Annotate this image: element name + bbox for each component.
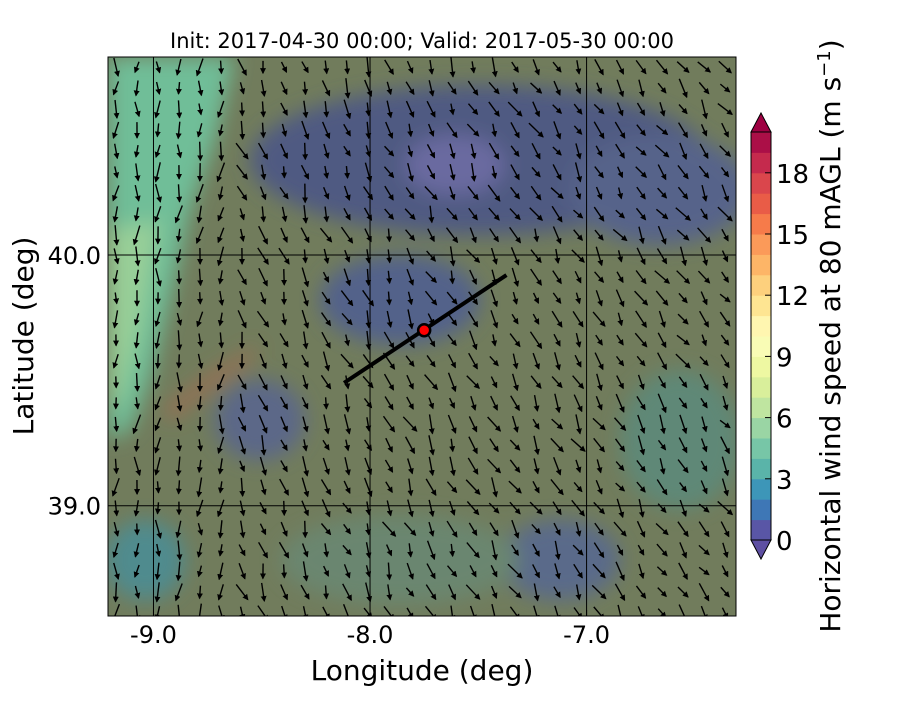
wind-vector-arrow <box>179 270 180 283</box>
wind-vector-arrow <box>116 582 117 601</box>
colorbar-level <box>751 132 771 153</box>
colorbar-tick-label: 6 <box>776 405 793 435</box>
wind-vector-arrow <box>179 354 180 367</box>
colorbar-tick-label: 12 <box>776 282 809 312</box>
colorbar-level <box>751 275 771 296</box>
wind-vector-arrow <box>326 397 327 408</box>
colorbar-level <box>751 152 771 173</box>
colorbar-level <box>751 458 771 479</box>
x-tick-label: -7.0 <box>563 621 610 649</box>
south-teal-region <box>280 515 520 605</box>
colorbar-tick-label: 9 <box>776 343 793 373</box>
colorbar-tick-label: 0 <box>776 527 793 557</box>
colorbar-label-exponent: −1 <box>814 50 835 77</box>
x-axis-label: Longitude (deg) <box>311 654 534 687</box>
colorbar-label-text: Horizontal wind speed at 80 mAGL (m s <box>814 77 847 633</box>
wind-vector-arrow <box>200 586 201 599</box>
y-tick-label: 40.0 <box>48 242 101 270</box>
wind-vector-arrow <box>200 292 201 304</box>
map-field <box>105 57 750 622</box>
colorbar-level <box>751 173 771 194</box>
wind-vector-arrow <box>284 166 285 177</box>
wind-vector-arrow <box>284 564 285 577</box>
colorbar-level <box>751 254 771 275</box>
x-tick-label: -9.0 <box>130 621 177 649</box>
colorbar-level <box>751 418 771 439</box>
site-marker <box>418 324 430 336</box>
wind-vector-arrow <box>200 142 201 161</box>
colorbar-level <box>751 234 771 255</box>
colorbar-under-arrow <box>751 540 771 559</box>
colorbar-tick-label: 15 <box>776 221 809 251</box>
colorbar-level <box>751 438 771 459</box>
colorbar-level <box>751 479 771 500</box>
wind-vector-arrow <box>158 354 159 368</box>
wind-vector-arrow <box>179 289 180 307</box>
colorbar-level <box>751 377 771 398</box>
central-low-wind-region <box>320 255 480 345</box>
colorbar: 0 3 6 9 12 15 18 Horizontal wind speed at 80 m… <box>751 39 847 632</box>
x-tick-label: -8.0 <box>347 621 394 649</box>
wind-vector-arrow <box>305 521 306 537</box>
colorbar-level <box>751 316 771 337</box>
y-axis-ticks: 39.0 40.0 <box>48 242 101 521</box>
chart-title: Init: 2017-04-30 00:00; Valid: 2017-05-3… <box>170 29 674 53</box>
wind-vector-arrow <box>179 480 180 493</box>
colorbar-tick-label: 3 <box>776 466 793 496</box>
colorbar-level <box>751 397 771 418</box>
colorbar-level <box>751 193 771 214</box>
south-west-low-region <box>215 380 305 460</box>
colorbar-tick-label: 18 <box>776 160 809 190</box>
colorbar-label: Horizontal wind speed at 80 mAGL (m s−1) <box>814 39 848 632</box>
wind-vector-arrow <box>242 103 243 116</box>
wind-vector-arrow <box>221 61 222 74</box>
wind-vector-arrow <box>158 502 159 513</box>
y-tick-label: 39.0 <box>48 493 101 521</box>
wind-vector-arrow <box>305 143 306 159</box>
wind-vector-arrow <box>326 585 327 598</box>
colorbar-level <box>751 499 771 520</box>
wind-vector-arrow <box>158 481 159 492</box>
wind-vector-arrow <box>263 123 264 138</box>
colorbar-level <box>751 336 771 357</box>
wind-vector-arrow <box>137 373 138 391</box>
colorbar-level <box>751 520 771 541</box>
colorbar-level <box>751 214 771 235</box>
y-axis-label: Latitude (deg) <box>7 237 40 436</box>
colorbar-ticks: 0 3 6 9 12 15 18 <box>765 160 809 557</box>
colorbar-label-close: ) <box>814 39 847 50</box>
colorbar-level <box>751 356 771 377</box>
colorbar-level <box>751 295 771 316</box>
colorbar-over-arrow <box>751 113 771 132</box>
